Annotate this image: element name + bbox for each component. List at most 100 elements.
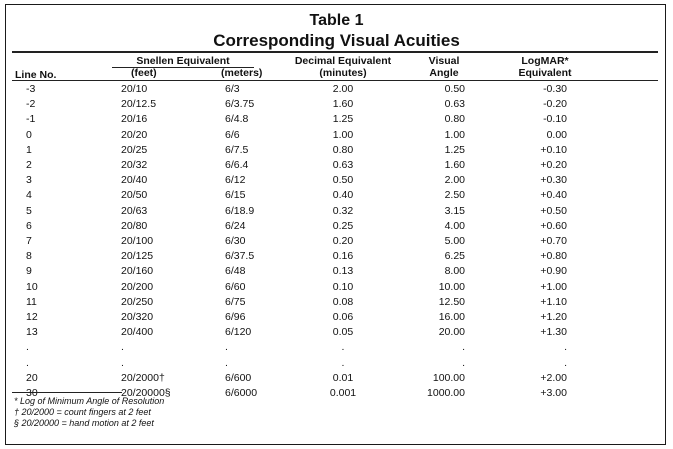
table-row: 1 20/25 6/7.5 0.80 1.25 +0.10 [0, 144, 673, 159]
cell-line-no: 11 [26, 295, 37, 308]
footnote-rule [12, 392, 122, 393]
cell-feet: 20/100 [121, 235, 154, 247]
table-row: 2 20/32 6/6.4 0.63 1.60 +0.20 [0, 159, 673, 174]
table-row: 8 20/125 6/37.5 0.16 6.25 +0.80 [0, 250, 673, 265]
cell-visual: 0.50 [444, 83, 465, 95]
table-row: -3 20/10 6/3 2.00 0.50 -0.30 [0, 83, 673, 98]
cell-decimal: 0.08 [332, 295, 354, 308]
cell-logmar: +0.40 [540, 189, 567, 202]
table-row: 10 20/200 6/60 0.10 10.00 +1.00 [0, 281, 673, 296]
table-row: 30 20/20000§ 6/6000 0.001 1000.00 +3.00 [0, 387, 673, 402]
cell-feet: . [121, 356, 124, 369]
table-row: 11 20/250 6/75 0.08 12.50 +1.10 [0, 296, 673, 311]
cell-feet: 20/10 [121, 83, 148, 95]
cell-decimal: 0.06 [332, 311, 354, 323]
header-feet: (feet) [131, 67, 157, 79]
table-row: 3 20/40 6/12 0.50 2.00 +0.30 [0, 174, 673, 189]
cell-visual: 2.00 [444, 174, 465, 187]
cell-visual: 12.50 [438, 295, 465, 308]
cell-decimal: 1.60 [332, 98, 354, 111]
cell-logmar: 0.00 [546, 128, 567, 141]
cell-feet: 20/25 [121, 143, 148, 156]
cell-meters: . [225, 356, 228, 369]
cell-decimal: 0.01 [332, 371, 354, 384]
cell-line-no: . [26, 356, 29, 369]
cell-feet: 20/50 [121, 189, 148, 202]
table-row: 7 20/100 6/30 0.20 5.00 +0.70 [0, 235, 673, 250]
cell-decimal: 0.25 [332, 219, 354, 232]
top-rule [12, 51, 658, 53]
cell-meters: 6/6000 [225, 387, 258, 399]
cell-line-no: 5 [26, 204, 32, 217]
cell-decimal: 0.20 [332, 235, 354, 247]
cell-meters: 6/6 [225, 128, 240, 141]
cell-decimal: 2.00 [332, 83, 354, 95]
footnote-hand-motion: § 20/20000 = hand motion at 2 feet [14, 418, 154, 428]
cell-logmar: . [564, 341, 567, 354]
cell-meters: 6/7.5 [225, 143, 249, 156]
cell-meters: 6/75 [225, 295, 246, 308]
cell-meters: 6/60 [225, 280, 246, 293]
cell-line-no: 4 [26, 189, 32, 202]
header-angle: Angle [429, 67, 459, 79]
cell-decimal: 0.40 [332, 189, 354, 202]
cell-line-no: 12 [26, 311, 38, 323]
cell-line-no: 8 [26, 250, 32, 263]
cell-meters: 6/37.5 [225, 250, 255, 263]
cell-feet: 20/12.5 [121, 98, 157, 111]
table-row: 9 20/160 6/48 0.13 8.00 +0.90 [0, 265, 673, 280]
header-decimal-equivalent: Decimal Equivalent [294, 55, 392, 67]
cell-logmar: +1.30 [540, 326, 567, 339]
cell-feet: 20/16 [121, 113, 148, 126]
table-row: 20 20/2000† 6/600 0.01 100.00 +2.00 [0, 372, 673, 387]
cell-feet: . [121, 341, 124, 354]
cell-feet: 20/80 [121, 219, 148, 232]
cell-logmar: +0.60 [540, 219, 567, 232]
cell-logmar: . [564, 356, 567, 369]
cell-line-no: 3 [26, 174, 32, 187]
cell-visual: 100.00 [432, 371, 465, 384]
cell-visual: 20.00 [438, 326, 465, 339]
cell-visual: 8.00 [444, 265, 465, 278]
cell-decimal: . [341, 356, 345, 369]
cell-logmar: -0.30 [543, 83, 567, 95]
cell-feet: 20/2000† [121, 371, 165, 384]
cell-feet: 20/250 [121, 295, 154, 308]
cell-visual: 4.00 [444, 219, 465, 232]
cell-visual: 6.25 [444, 250, 465, 263]
cell-line-no: -3 [26, 83, 36, 95]
cell-decimal: 0.001 [329, 387, 357, 399]
cell-line-no: 10 [26, 280, 38, 293]
table-row: 0 20/20 6/6 1.00 1.00 0.00 [0, 129, 673, 144]
cell-feet: 20/20 [121, 128, 148, 141]
cell-meters: 6/96 [225, 311, 246, 323]
cell-feet: 20/200 [121, 280, 154, 293]
cell-meters: 6/30 [225, 235, 246, 247]
cell-meters: 6/600 [225, 371, 252, 384]
cell-logmar: +0.20 [540, 159, 567, 171]
table-row: 12 20/320 6/96 0.06 16.00 +1.20 [0, 311, 673, 326]
cell-line-no: 6 [26, 219, 32, 232]
cell-line-no: -2 [26, 98, 36, 111]
cell-decimal: 0.80 [332, 143, 354, 156]
header-bottom-rule [12, 80, 658, 81]
header-meters: (meters) [221, 67, 263, 79]
cell-line-no: 30 [26, 387, 38, 399]
cell-visual: 0.63 [444, 98, 465, 111]
footnote-logmar: * Log of Minimum Angle of Resolution [14, 396, 165, 406]
cell-decimal: 0.50 [332, 174, 354, 187]
cell-decimal: 0.32 [332, 204, 354, 217]
cell-decimal: 0.05 [332, 326, 354, 339]
cell-decimal: 1.25 [332, 113, 354, 126]
header-decimal-minutes: (minutes) [319, 67, 367, 79]
cell-meters: 6/15 [225, 189, 246, 202]
cell-meters: 6/120 [225, 326, 252, 339]
table-row: 4 20/50 6/15 0.40 2.50 +0.40 [0, 189, 673, 204]
cell-logmar: +3.00 [540, 387, 567, 399]
cell-feet: 20/40 [121, 174, 148, 187]
cell-decimal: 0.13 [332, 265, 354, 278]
cell-meters: 6/48 [225, 265, 246, 278]
cell-logmar: +0.10 [540, 143, 567, 156]
table-row: ...... [0, 357, 673, 372]
cell-meters: 6/4.8 [225, 113, 249, 126]
